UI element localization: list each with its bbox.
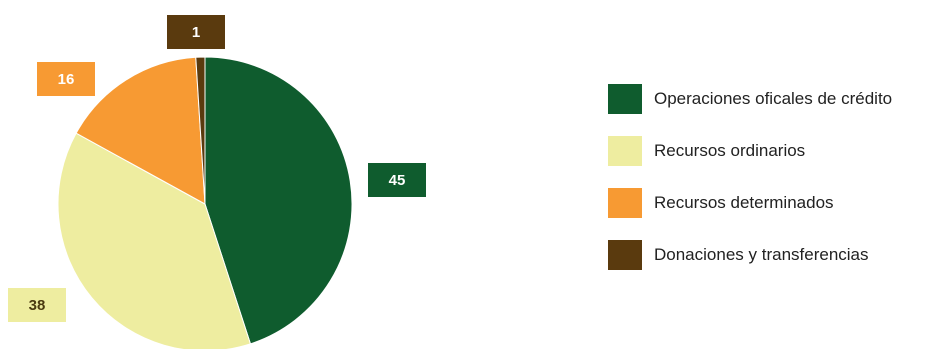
slice-operaciones — [204, 56, 353, 345]
data-label-operaciones: 45 — [368, 163, 426, 197]
legend-swatch-recursos-ordinarios — [608, 136, 642, 166]
legend-label-operaciones: Operaciones oficales de crédito — [654, 89, 893, 108]
legend-label-recursos-determinados: Recursos determinados — [654, 193, 834, 212]
pie-slices — [57, 56, 353, 349]
legend-label-recursos-ordinarios: Recursos ordinarios — [654, 141, 806, 160]
legend-item-recursos-determinados: Recursos determinados — [608, 188, 892, 218]
legend-item-recursos-ordinarios: Recursos ordinarios — [608, 136, 892, 166]
legend-swatch-donaciones — [608, 240, 642, 270]
legend: Operaciones oficales de crédito Recursos… — [608, 84, 892, 292]
data-label-recursos-determinados: 16 — [37, 62, 95, 96]
data-label-recursos-ordinarios: 38 — [8, 288, 66, 322]
legend-item-donaciones: Donaciones y transferencias — [608, 240, 892, 270]
legend-swatch-operaciones — [608, 84, 642, 114]
slice-recursos-ordinarios — [57, 132, 252, 349]
slice-donaciones — [195, 56, 206, 205]
legend-swatch-recursos-determinados — [608, 188, 642, 218]
slice-recursos-determinados — [75, 56, 206, 205]
legend-item-operaciones: Operaciones oficales de crédito — [608, 84, 892, 114]
data-label-donaciones: 1 — [167, 15, 225, 49]
legend-label-donaciones: Donaciones y transferencias — [654, 245, 869, 264]
